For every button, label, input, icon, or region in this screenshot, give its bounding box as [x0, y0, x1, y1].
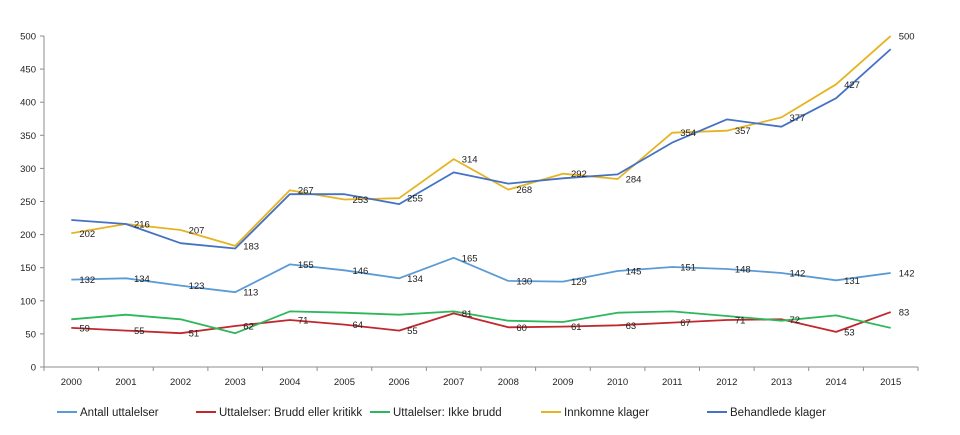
x-tick-label: 2004 [279, 377, 300, 388]
data-label: 134 [134, 274, 150, 285]
x-tick-label: 2014 [825, 377, 846, 388]
data-label: 151 [680, 263, 696, 274]
data-label: 142 [899, 268, 915, 279]
y-tick-label: 450 [20, 65, 36, 76]
series-line-uttalelser-brudd-eller-kritikk [71, 311, 892, 335]
data-label: 146 [352, 266, 368, 277]
data-label: 63 [626, 321, 637, 332]
x-tick-label: 2011 [662, 377, 682, 388]
data-label: 165 [462, 253, 478, 264]
data-label: 357 [735, 126, 751, 137]
x-tick-label: 2005 [334, 377, 355, 388]
data-label: 62 [243, 321, 254, 332]
data-label: 427 [844, 80, 860, 91]
data-label: 67 [680, 318, 691, 329]
data-label: 51 [189, 329, 200, 340]
legend-label: Uttalelser: Brudd eller kritikk [219, 407, 362, 419]
data-label: 55 [407, 326, 418, 337]
y-tick-label: 200 [20, 230, 36, 241]
x-tick-label: 2009 [552, 377, 573, 388]
data-label: 354 [680, 128, 696, 139]
data-label: 314 [462, 155, 478, 166]
data-label: 55 [134, 326, 145, 337]
data-label: 148 [735, 265, 751, 276]
data-label: 202 [79, 229, 95, 240]
data-label: 131 [844, 276, 860, 287]
data-label: 292 [571, 169, 587, 180]
legend-label: Antall uttalelser [80, 407, 159, 419]
data-label: 377 [789, 113, 805, 124]
data-label: 130 [516, 276, 532, 287]
data-label: 72 [789, 315, 800, 326]
x-tick-label: 2006 [388, 377, 409, 388]
data-label: 500 [899, 32, 915, 43]
y-tick-label: 150 [20, 263, 36, 274]
data-label: 132 [79, 275, 95, 286]
y-tick-label: 50 [25, 329, 36, 340]
y-tick-label: 300 [20, 164, 36, 175]
x-tick-label: 2015 [880, 377, 901, 388]
series-line-behandlede-klager [71, 48, 892, 250]
data-label: 113 [243, 288, 258, 299]
x-tick-label: 2008 [498, 377, 519, 388]
data-label: 60 [516, 323, 527, 334]
x-tick-label: 2001 [115, 377, 136, 388]
x-tick-label: 2002 [170, 377, 191, 388]
x-tick-label: 2007 [443, 377, 464, 388]
data-label: 255 [407, 194, 423, 205]
data-label: 207 [189, 225, 205, 236]
y-tick-label: 250 [20, 197, 36, 208]
legend-label: Uttalelser: Ikke brudd [393, 407, 502, 419]
data-label: 253 [352, 195, 368, 206]
series-line-uttalelser-ikke-brudd [71, 310, 891, 335]
data-label: 145 [626, 267, 642, 278]
legend-label: Behandlede klager [730, 407, 826, 419]
data-label: 183 [243, 241, 259, 252]
data-label: 64 [352, 320, 363, 331]
y-tick-label: 100 [20, 296, 36, 307]
y-tick-label: 500 [20, 32, 36, 43]
x-tick-label: 2013 [771, 377, 792, 388]
x-tick-label: 2010 [607, 377, 628, 388]
data-label: 284 [626, 174, 642, 185]
data-label: 61 [571, 322, 582, 333]
data-label: 155 [298, 260, 314, 271]
x-tick-label: 2012 [716, 377, 737, 388]
data-label: 123 [189, 281, 205, 292]
data-label: 71 [298, 315, 309, 326]
data-label: 83 [899, 308, 910, 319]
series-line-innkomne-klager [71, 35, 892, 247]
x-tick-label: 2000 [61, 377, 82, 388]
legend-label: Innkomne klager [564, 407, 649, 419]
data-label: 267 [298, 186, 314, 197]
series-line-antall-uttalelser [71, 256, 891, 294]
data-label: 216 [134, 220, 150, 231]
x-tick-label: 2003 [225, 377, 246, 388]
data-label: 268 [516, 185, 532, 196]
y-tick-label: 400 [20, 98, 36, 109]
data-label: 59 [79, 323, 90, 334]
data-label: 81 [462, 309, 473, 320]
data-label: 71 [735, 315, 746, 326]
data-label: 134 [407, 274, 423, 285]
data-label: 129 [571, 277, 587, 288]
data-label: 53 [844, 327, 855, 338]
y-tick-label: 0 [31, 363, 36, 374]
y-tick-label: 350 [20, 131, 36, 142]
data-label: 142 [789, 268, 805, 279]
